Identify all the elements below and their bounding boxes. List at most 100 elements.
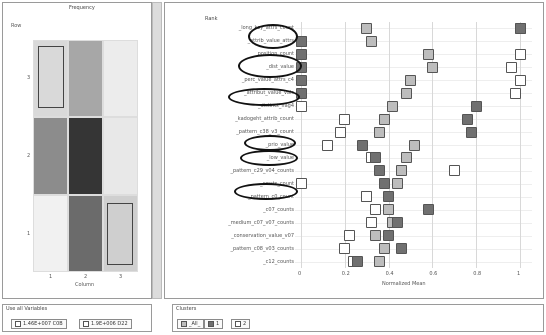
legend-swatch-1-icon	[15, 321, 21, 327]
row-label[interactable]: _conservation_value_v07	[231, 232, 294, 239]
data-marker-series-2-row-10[interactable]	[321, 139, 333, 151]
grid-row-line	[295, 261, 532, 263]
left-legend-item-2[interactable]: 1.9E+006 D22	[79, 319, 132, 329]
row-label[interactable]: _pattern_c08_v03_counts	[230, 245, 294, 252]
data-marker-series-1-row-1[interactable]	[361, 22, 373, 34]
col-tick-1: 1	[49, 274, 53, 280]
data-marker-series-1-row-7[interactable]	[387, 100, 399, 112]
data-marker-series-3-row-10[interactable]	[356, 139, 368, 151]
data-marker-series-3-row-5[interactable]	[295, 74, 307, 86]
heatmap-cell-r1-c2[interactable]	[68, 194, 103, 272]
data-marker-series-3-row-19[interactable]	[352, 256, 364, 268]
left-panel-divider[interactable]	[152, 2, 162, 299]
data-marker-series-3-row-11[interactable]	[369, 152, 381, 164]
data-marker-series-2-row-4[interactable]	[505, 61, 517, 73]
data-marker-series-3-row-17[interactable]	[383, 230, 395, 242]
frequency-heatmap[interactable]	[33, 40, 138, 272]
x-axis-label: Normalized Mean	[382, 281, 426, 287]
data-marker-series-3-row-2[interactable]	[295, 35, 307, 47]
grid-row-line	[295, 196, 532, 198]
heatmap-cell-r2-c1[interactable]	[33, 117, 68, 195]
grid-row-line	[295, 67, 532, 69]
data-marker-series-2-row-9[interactable]	[334, 126, 346, 138]
data-marker-series-2-row-7[interactable]	[295, 100, 307, 112]
heatmap-cell-r1-c1[interactable]	[33, 194, 68, 272]
data-marker-series-2-row-14[interactable]	[361, 191, 373, 203]
cluster-2-item[interactable]: 2	[231, 319, 251, 329]
data-marker-series-3-row-15[interactable]	[422, 204, 434, 216]
data-marker-series-2-row-16[interactable]	[365, 217, 377, 229]
row-tick-1: 1	[27, 231, 31, 237]
data-marker-series-1-row-19[interactable]	[374, 256, 386, 268]
data-marker-series-1-row-6[interactable]	[400, 87, 412, 99]
grid-row-line	[295, 132, 532, 134]
data-marker-series-2-row-17[interactable]	[343, 230, 355, 242]
data-marker-series-2-row-12[interactable]	[448, 165, 460, 177]
grid-row-line	[295, 93, 532, 95]
data-marker-series-1-row-5[interactable]	[405, 74, 416, 86]
grid-row-line	[295, 209, 532, 211]
heatmap-cell-r2-c3[interactable]	[103, 117, 138, 195]
grid-row-line	[295, 170, 532, 172]
left-legend: Use all Variables 1.46E+007 C0B 1.9E+006…	[2, 304, 152, 332]
left-legend-item-1[interactable]: 1.46E+007 C0B	[11, 319, 67, 329]
data-marker-series-2-row-18[interactable]	[339, 243, 351, 255]
data-marker-series-3-row-8[interactable]	[461, 113, 473, 125]
row-label[interactable]: _medium_c07_v07_counts	[228, 219, 294, 226]
heatmap-cell-r3-c2[interactable]	[68, 40, 103, 118]
data-marker-series-1-row-13[interactable]	[391, 178, 403, 190]
data-marker-series-1-row-18[interactable]	[378, 243, 390, 255]
data-marker-series-1-row-3[interactable]	[422, 48, 434, 60]
data-marker-series-2-row-6[interactable]	[510, 87, 522, 99]
frequency-panel: Frequency Row 3 2 1 1 2 3 Column	[2, 2, 152, 299]
data-marker-series-3-row-7[interactable]	[470, 100, 482, 112]
data-marker-series-3-row-16[interactable]	[391, 217, 403, 229]
data-marker-series-3-row-1[interactable]	[514, 22, 526, 34]
data-marker-series-1-row-17[interactable]	[369, 230, 381, 242]
row-label[interactable]: _distinct_flag4	[258, 103, 294, 110]
left-legend-title: Use all Variables	[6, 306, 48, 312]
data-marker-series-1-row-2[interactable]	[365, 35, 377, 47]
data-marker-series-3-row-9[interactable]	[466, 126, 478, 138]
data-marker-series-1-row-12[interactable]	[396, 165, 408, 177]
grid-row-line	[295, 235, 532, 237]
data-marker-series-1-row-9[interactable]	[374, 126, 386, 138]
cluster-2-label: 2	[243, 321, 247, 327]
selected-cell-r3c1[interactable]	[38, 46, 64, 108]
selected-cell-r1c3[interactable]	[107, 203, 133, 265]
row-label[interactable]: _pattern_c38_v3_count	[236, 129, 294, 136]
heatmap-cell-r2-c2[interactable]	[68, 117, 103, 195]
data-marker-series-2-row-8[interactable]	[339, 113, 351, 125]
cluster-1-item[interactable]: 1	[204, 319, 224, 329]
data-marker-series-2-row-3[interactable]	[514, 48, 526, 60]
highlight-ellipse-2	[238, 54, 302, 78]
data-marker-series-1-row-4[interactable]	[426, 61, 438, 73]
data-marker-series-3-row-13[interactable]	[378, 178, 390, 190]
x-tick-label: 0.2	[341, 271, 350, 277]
row-label[interactable]: _kadogeht_attrib_count	[235, 116, 294, 123]
grid-row-line	[295, 28, 532, 30]
data-marker-series-1-row-15[interactable]	[383, 204, 395, 216]
row-label[interactable]: _pattern_c29_v04_counts	[230, 167, 294, 174]
data-marker-series-3-row-3[interactable]	[295, 48, 307, 60]
heatmap-cell-r3-c3[interactable]	[103, 40, 138, 118]
data-marker-series-1-row-8[interactable]	[378, 113, 390, 125]
data-marker-series-2-row-15[interactable]	[369, 204, 381, 216]
row-label[interactable]: _perc_value_attrs_c4	[241, 77, 294, 84]
grid-col-line	[344, 22, 346, 268]
data-marker-series-2-row-13[interactable]	[295, 178, 307, 190]
grid-col-line	[388, 22, 390, 268]
cluster-all-item[interactable]: _All_	[177, 319, 205, 329]
row-label[interactable]: _c12_counts	[263, 258, 294, 265]
data-marker-series-3-row-14[interactable]	[383, 191, 395, 203]
row-tick-3: 3	[27, 75, 31, 81]
grid-row-line	[295, 106, 532, 108]
data-marker-series-3-row-12[interactable]	[374, 165, 386, 177]
data-marker-series-2-row-5[interactable]	[514, 74, 526, 86]
row-label[interactable]: _c07_counts	[263, 206, 294, 213]
highlight-ellipse-4	[244, 135, 296, 151]
data-marker-series-1-row-10[interactable]	[409, 139, 421, 151]
data-marker-series-1-row-11[interactable]	[400, 152, 412, 164]
grid-col-line	[301, 22, 302, 268]
data-marker-series-3-row-18[interactable]	[396, 243, 408, 255]
